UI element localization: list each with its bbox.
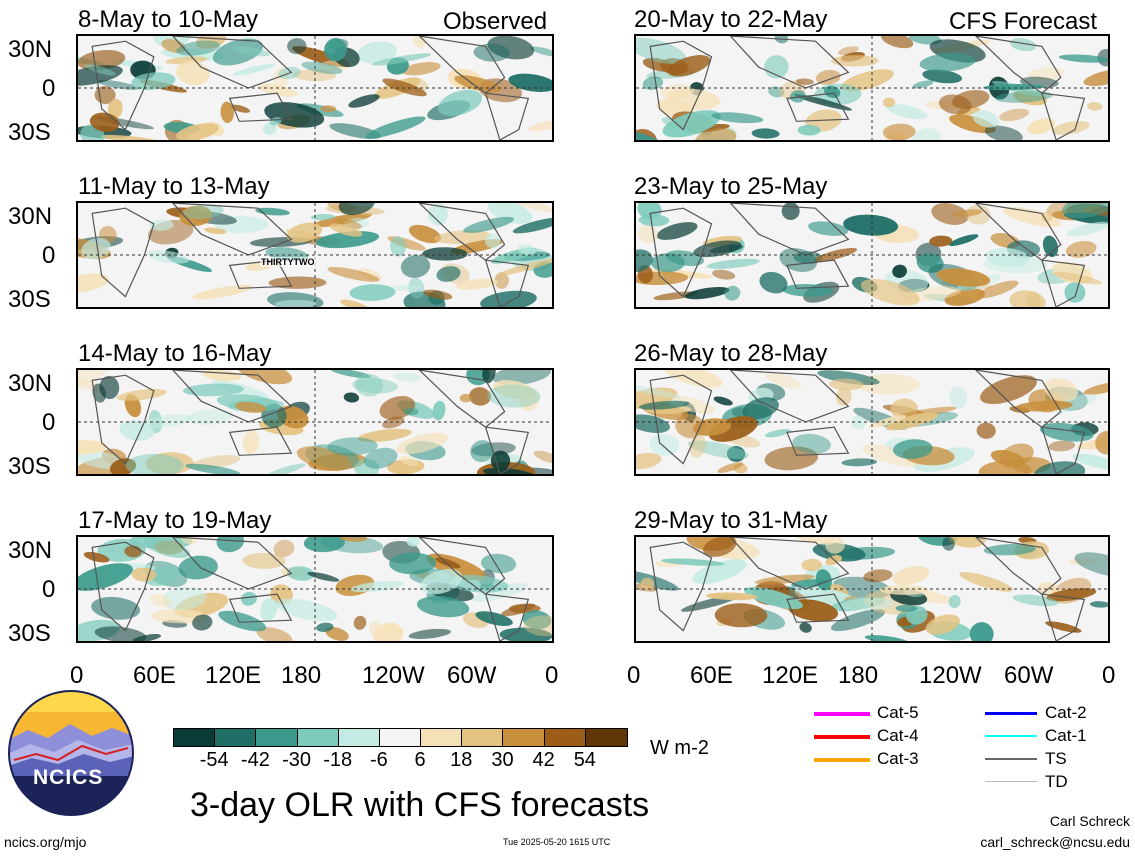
legend-line-cat2 (985, 712, 1037, 715)
panel-title-6: 23-May to 25-May (634, 173, 828, 200)
colorbar-label: 30 (491, 749, 514, 771)
lon-tick: 60E (690, 662, 733, 689)
panel-title-3: 14-May to 16-May (78, 340, 272, 367)
lon-tick: 0 (1102, 662, 1116, 689)
olr-map-forecast-4 (634, 535, 1110, 643)
lat-tick-0: 0 (42, 576, 56, 603)
lat-tick-30n: 30N (8, 537, 53, 564)
lat-tick-30s: 30S (8, 453, 51, 480)
olr-map-observed-2 (76, 201, 554, 309)
colorbar-label: -42 (240, 749, 270, 771)
footer-timestamp: Tue 2025-05-20 1615 UTC (503, 837, 611, 847)
colorbar-label: -30 (282, 749, 311, 771)
colorbar-swatch (215, 729, 257, 746)
colorbar-swatch (338, 729, 380, 746)
legend-label-td: TD (1045, 772, 1068, 791)
lat-tick-30s: 30S (8, 286, 51, 313)
legend-label-cat2: Cat-2 (1045, 703, 1087, 722)
panel-title-5: 20-May to 22-May (634, 6, 828, 33)
colorbar-swatch (379, 729, 422, 746)
colorbar (173, 728, 628, 747)
lon-tick: 120E (762, 662, 819, 689)
lon-tick: 60W (1004, 662, 1054, 689)
olr-map-forecast-2 (634, 201, 1110, 309)
main-title: 3-day OLR with CFS forecasts (190, 786, 650, 824)
colorbar-swatch (421, 729, 463, 746)
lon-tick: 180 (838, 662, 879, 689)
panel-title-4: 17-May to 19-May (78, 507, 272, 534)
footer-url[interactable]: ncics.org/mjo (4, 834, 87, 850)
legend-label-cat5: Cat-5 (877, 703, 919, 722)
lat-tick-0: 0 (42, 242, 56, 269)
lon-tick: 0 (627, 662, 641, 689)
lat-tick-0: 0 (42, 409, 56, 436)
storm-label: THIRTYTWO (260, 257, 316, 267)
lon-tick: 60W (447, 662, 497, 689)
olr-map-forecast-3 (634, 368, 1110, 476)
colorbar-label: 42 (532, 749, 555, 771)
olr-map-observed-4 (76, 535, 554, 643)
ncics-logo (8, 690, 134, 816)
lat-tick-30s: 30S (8, 620, 51, 647)
lat-tick-30s: 30S (8, 119, 51, 146)
panel-title-2: 11-May to 13-May (78, 173, 270, 200)
legend-label-cat4: Cat-4 (877, 726, 919, 745)
colorbar-swatch (297, 729, 339, 746)
colorbar-swatch (544, 729, 586, 746)
legend-label-cat3: Cat-3 (877, 749, 919, 768)
colorbar-swatch (256, 729, 298, 746)
legend-line-td (985, 781, 1037, 782)
olr-map-observed-3 (76, 368, 554, 476)
legend-line-ts (985, 758, 1037, 760)
olr-map-forecast-1 (634, 34, 1110, 142)
panel-title-1: 8-May to 10-May (78, 6, 259, 33)
legend-label-cat1: Cat-1 (1045, 726, 1087, 745)
footer-email[interactable]: carl_schreck@ncsu.edu (980, 834, 1130, 850)
lon-tick: 120W (919, 662, 982, 689)
colorbar-swatch (503, 729, 545, 746)
panel-title-7: 26-May to 28-May (634, 340, 828, 367)
colorbar-label: 18 (450, 749, 473, 771)
lon-tick: 0 (70, 662, 84, 689)
lon-tick: 0 (545, 662, 559, 689)
lat-tick-30n: 30N (8, 203, 53, 230)
lon-tick: 60E (133, 662, 176, 689)
lat-tick-30n: 30N (8, 36, 53, 63)
colorbar-label: -54 (199, 749, 229, 771)
legend-line-cat4 (814, 735, 870, 739)
lon-tick: 120W (362, 662, 425, 689)
colorbar-label: -18 (323, 749, 353, 771)
lon-tick: 120E (205, 662, 262, 689)
colorbar-swatch (174, 729, 216, 746)
olr-map-observed-1 (76, 34, 554, 142)
colorbar-label: -6 (370, 749, 388, 771)
cfs-forecast-label: CFS Forecast (949, 8, 1098, 35)
legend-line-cat1 (985, 735, 1037, 737)
colorbar-label: 54 (573, 749, 596, 771)
logo-text: NCICS (33, 766, 104, 789)
lat-tick-0: 0 (42, 75, 56, 102)
lon-tick: 180 (281, 662, 322, 689)
panel-title-8: 29-May to 31-May (634, 507, 828, 534)
colorbar-unit: W m-2 (650, 737, 709, 759)
legend-line-cat3 (814, 758, 870, 762)
lat-tick-30n: 30N (8, 370, 53, 397)
observed-label: Observed (443, 8, 548, 35)
colorbar-swatch (585, 729, 627, 746)
legend-label-ts: TS (1045, 749, 1067, 768)
colorbar-label: 6 (414, 749, 426, 771)
footer-author: Carl Schreck (1049, 813, 1130, 829)
colorbar-swatch (462, 729, 504, 746)
legend-line-cat5 (814, 712, 870, 716)
